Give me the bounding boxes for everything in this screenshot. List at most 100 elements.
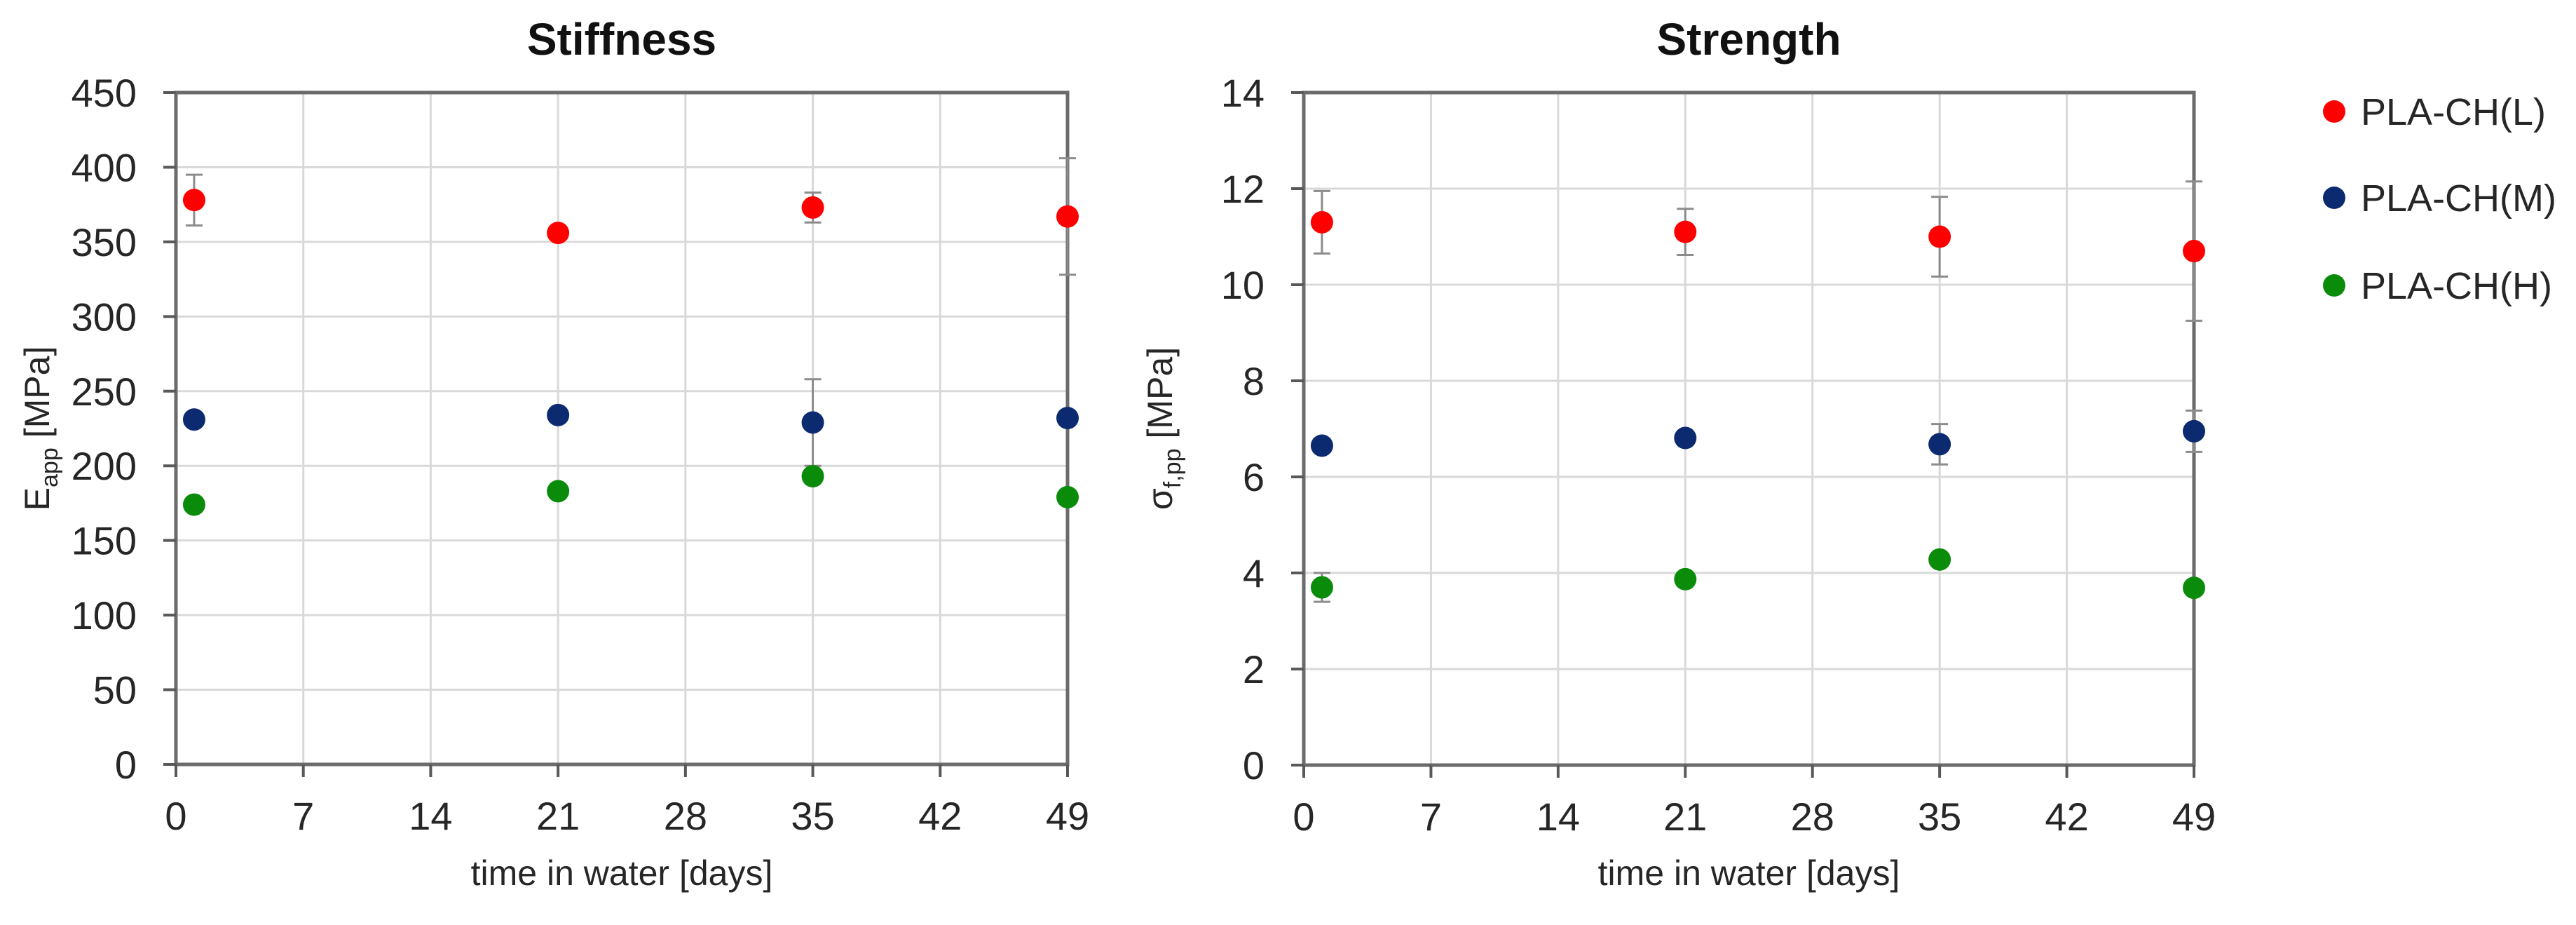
y-tick-label: 10 xyxy=(1221,263,1265,307)
plot-frame xyxy=(174,90,1070,767)
y-axis-title-unit: [MPa] xyxy=(1140,347,1180,439)
y-tick-label: 450 xyxy=(71,71,137,115)
x-tick-label: 42 xyxy=(918,794,962,838)
series-pla-ch-m xyxy=(1310,409,2205,466)
y-tick-label: 14 xyxy=(1221,71,1265,115)
data-point-marker xyxy=(182,408,205,431)
x-tick-label: 28 xyxy=(1791,795,1834,839)
data-point-marker xyxy=(547,403,570,426)
data-point-marker xyxy=(1056,407,1079,430)
legend: PLA-CH(L) PLA-CH(M) PLA-CH(H) xyxy=(2323,91,2556,307)
legend-marker-green-dot-icon xyxy=(2323,274,2345,297)
y-tick-label: 400 xyxy=(71,145,137,189)
x-tick-label: 14 xyxy=(1536,795,1580,839)
data-points xyxy=(1310,180,2205,603)
legend-marker-red-dot-icon xyxy=(2323,100,2345,123)
series-pla-ch-h xyxy=(1310,548,2205,603)
y-tick-label: 100 xyxy=(71,593,137,637)
y-axis-title-main: σ xyxy=(1140,488,1180,510)
y-tick-label: 12 xyxy=(1221,167,1265,211)
y-tick-label: 50 xyxy=(93,668,137,713)
legend-item-pla-ch-m: PLA-CH(M) xyxy=(2323,177,2556,220)
data-point-marker xyxy=(1674,220,1697,243)
chart-title: Stiffness xyxy=(527,14,716,65)
y-axis-title-subscript: app xyxy=(36,447,63,487)
x-axis-title: time in water [days] xyxy=(1598,853,1900,893)
data-point-marker xyxy=(547,222,570,245)
data-points xyxy=(182,157,1079,516)
y-axis-title: σf,pp [MPa] xyxy=(1140,347,1186,510)
legend-item-pla-ch-h: PLA-CH(H) xyxy=(2323,265,2552,307)
data-point-marker xyxy=(1928,225,1951,248)
series-pla-ch-h xyxy=(182,465,1079,516)
x-tick-label: 0 xyxy=(1293,795,1314,839)
data-point-marker xyxy=(1310,210,1333,234)
data-point-marker xyxy=(1674,426,1697,450)
data-point-marker xyxy=(2183,576,2205,600)
legend-label: PLA-CH(L) xyxy=(2361,91,2546,133)
y-tick-label: 2 xyxy=(1243,647,1265,691)
x-axis-title: time in water [days] xyxy=(471,853,773,893)
legend-label: PLA-CH(H) xyxy=(2361,265,2552,307)
x-tick-label: 35 xyxy=(791,794,834,838)
y-axis-title-subscript: f,pp xyxy=(1159,449,1186,489)
data-point-marker xyxy=(547,480,570,503)
data-point-marker xyxy=(1928,548,1951,571)
y-tick-label: 300 xyxy=(71,295,137,339)
series-pla-ch-l xyxy=(182,157,1079,276)
gridlines xyxy=(176,93,1068,764)
gridlines xyxy=(1304,93,2194,765)
data-point-marker xyxy=(801,196,824,219)
x-tick-label: 21 xyxy=(536,794,580,838)
data-point-marker xyxy=(1310,576,1333,599)
data-point-marker xyxy=(1056,205,1079,228)
x-tick-label: 21 xyxy=(1663,795,1707,839)
data-point-marker xyxy=(1056,485,1079,508)
data-point-marker xyxy=(1310,434,1333,457)
y-tick-label: 8 xyxy=(1243,359,1265,403)
data-point-marker xyxy=(801,411,824,434)
plot-area-border xyxy=(1302,90,2196,767)
legend-item-pla-ch-l: PLA-CH(L) xyxy=(2323,91,2546,133)
plot-frame xyxy=(1302,90,2196,767)
axis-ticks: 0 2 4 6 8 10 12 14 0 7 14 21 28 35 42 49 xyxy=(1221,71,2216,839)
stiffness-chart: Stiffness 0 50 100 150 200 250 300 350 400 450 0 7 1… xyxy=(18,14,1089,893)
x-tick-label: 49 xyxy=(2172,795,2216,839)
x-tick-label: 35 xyxy=(1918,795,1961,839)
y-tick-label: 200 xyxy=(71,444,137,488)
legend-label: PLA-CH(M) xyxy=(2361,177,2556,220)
series-pla-ch-m xyxy=(182,378,1079,467)
data-point-marker xyxy=(801,465,824,488)
y-tick-label: 0 xyxy=(1243,743,1265,788)
x-tick-label: 49 xyxy=(1046,794,1089,838)
data-point-marker xyxy=(182,493,205,516)
y-tick-label: 250 xyxy=(71,370,137,414)
x-tick-label: 14 xyxy=(409,794,452,838)
series-pla-ch-l xyxy=(1310,180,2205,322)
y-axis-title: Eapp [MPa] xyxy=(18,346,63,511)
y-tick-label: 4 xyxy=(1243,551,1265,595)
x-tick-label: 0 xyxy=(165,794,186,838)
data-point-marker xyxy=(2183,419,2205,443)
y-axis-title-main: E xyxy=(18,487,57,511)
axis-ticks: 0 50 100 150 200 250 300 350 400 450 0 7 14 21 28 35 42 4… xyxy=(71,71,1090,838)
legend-marker-navy-dot-icon xyxy=(2323,187,2345,209)
x-tick-label: 42 xyxy=(2045,795,2088,839)
y-axis-title-unit: [MPa] xyxy=(18,346,57,438)
data-point-marker xyxy=(182,189,205,212)
x-tick-label: 28 xyxy=(664,794,707,838)
x-tick-label: 7 xyxy=(292,794,314,838)
data-point-marker xyxy=(1928,433,1951,456)
y-tick-label: 350 xyxy=(71,220,137,264)
y-tick-label: 150 xyxy=(71,519,137,563)
data-point-marker xyxy=(1674,567,1697,590)
x-tick-label: 7 xyxy=(1420,795,1442,839)
data-point-marker xyxy=(2183,240,2205,263)
y-tick-label: 0 xyxy=(115,743,137,787)
plot-area-border xyxy=(174,90,1070,767)
strength-chart: Strength 0 2 4 6 8 10 12 14 0 7 14 21 28 35 42 49 time … xyxy=(1140,14,2216,893)
y-tick-label: 6 xyxy=(1243,455,1265,499)
chart-title: Strength xyxy=(1656,14,1841,65)
